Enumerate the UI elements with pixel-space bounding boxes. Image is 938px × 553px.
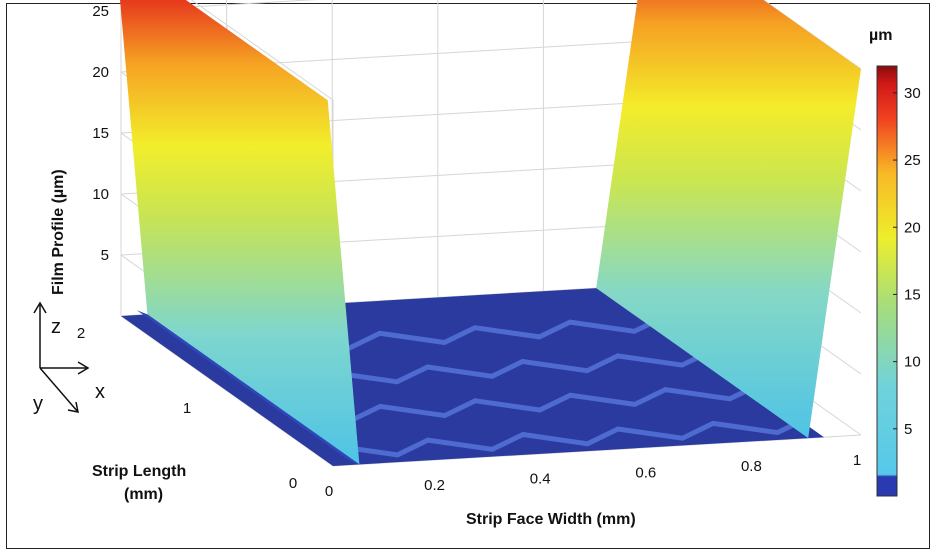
groove [377, 325, 478, 346]
x-tick-label: 0.2 [424, 477, 445, 494]
colorbar-tick-label: 25 [904, 152, 921, 169]
grid-line-side-z [190, 0, 334, 101]
herringbone-grooves [187, 314, 811, 458]
groove [330, 364, 431, 385]
y-tick-label: 2 [77, 325, 85, 342]
left-edge-base [136, 310, 360, 465]
triad-x-label: x [95, 381, 105, 403]
colorbar-tick-label: 30 [904, 85, 921, 102]
groove [520, 426, 621, 447]
groove [520, 353, 621, 374]
groove [472, 392, 573, 413]
colorbar-tick-label: 10 [904, 354, 921, 371]
x-axis-label: Strip Face Width (mm) [466, 511, 636, 528]
z-tick-label: 10 [92, 186, 109, 203]
x-tick-label: 0.4 [530, 471, 551, 488]
groove [377, 398, 478, 419]
z-tick-label: 5 [101, 247, 109, 264]
groove [567, 387, 668, 407]
triad-z-label: z [51, 316, 61, 338]
colorbar-tick-label: 15 [904, 286, 921, 303]
colorbar-tick-label: 5 [904, 421, 912, 438]
groove [472, 319, 573, 340]
z-axis-label: Film Profile (µm) [50, 169, 67, 295]
x-tick-label: 0 [325, 483, 333, 500]
y-axis-label-line2: (mm) [124, 486, 163, 503]
y-axis-label-line1: Strip Length [92, 463, 186, 480]
grid-line-right-z [762, 0, 862, 70]
y-tick-label: 1 [183, 400, 191, 417]
axis-triad [33, 301, 90, 413]
grid-line-back-z [120, 0, 317, 12]
y-tick-label: 0 [289, 475, 297, 492]
groove [425, 432, 526, 452]
z-tick-label: 15 [92, 125, 109, 142]
z-tick-label: 25 [92, 3, 109, 20]
z-tick-label: 20 [92, 64, 109, 81]
colorbar-ticks: 5 10 15 20 25 30 [893, 85, 921, 438]
y-tick-labels: 0 1 2 [77, 325, 297, 492]
x-tick-labels: 0 0.2 0.4 0.6 0.8 1 [325, 452, 861, 500]
groove [615, 420, 716, 441]
triad-y-label: y [33, 393, 43, 415]
colorbar-tick-label: 20 [904, 219, 921, 236]
x-tick-label: 0.6 [635, 464, 656, 481]
x-tick-label: 0.8 [741, 458, 762, 475]
x-tick-label: 1 [853, 452, 861, 469]
colorbar [876, 65, 898, 497]
colorbar-unit: µm [869, 27, 892, 44]
groove [425, 359, 526, 379]
left-edge-wall [120, 0, 360, 465]
right-edge-wall [596, 0, 861, 439]
